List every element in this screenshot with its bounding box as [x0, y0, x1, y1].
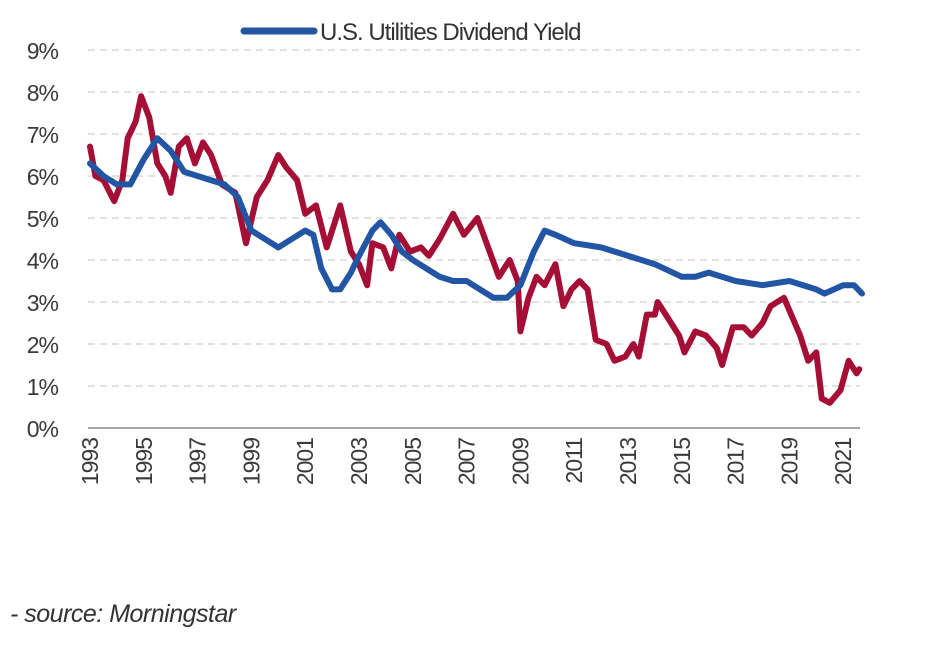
y-tick-label: 2%: [27, 332, 59, 358]
x-tick-label: 1997: [185, 438, 211, 485]
y-tick-label: 0%: [27, 416, 59, 442]
x-tick-label: 2019: [776, 438, 802, 485]
y-tick-label: 7%: [27, 122, 59, 148]
x-tick-label: 2013: [615, 438, 641, 485]
x-tick-label: 2007: [454, 438, 480, 485]
series-lines: [87, 93, 865, 406]
x-tick-label: 2015: [669, 438, 695, 485]
x-tick-label: 1995: [131, 438, 157, 485]
y-tick-label: 9%: [27, 38, 59, 64]
x-tick-label: 2005: [400, 438, 426, 485]
y-tick-label: 4%: [27, 248, 59, 274]
x-tick-label: 2011: [561, 438, 587, 484]
series-line-utilities-yield: [87, 135, 865, 301]
y-axis-ticks: 0% 1% 2% 3% 4% 5% 6% 7% 8% 9%: [27, 38, 60, 442]
y-tick-label: 3%: [27, 290, 59, 316]
series-line-comparison: [87, 93, 863, 406]
x-tick-label: 2017: [723, 438, 749, 485]
legend: U.S. Utilities Dividend Yield: [240, 19, 581, 46]
x-tick-label: 2003: [346, 438, 372, 485]
y-tick-label: 6%: [27, 164, 59, 190]
x-tick-label: 2001: [292, 438, 318, 485]
x-tick-label: 2021: [830, 438, 856, 485]
source-note: - source: Morningstar: [10, 600, 236, 628]
y-tick-label: 8%: [27, 80, 59, 106]
x-axis-ticks: 1993 1995 1997 1999 2001 2003 2005 2007 2009 2011…: [77, 438, 856, 485]
x-tick-label: 2009: [507, 438, 533, 485]
x-tick-label: 1999: [238, 438, 264, 485]
y-tick-label: 1%: [27, 374, 59, 400]
y-tick-label: 5%: [27, 206, 59, 232]
x-tick-label: 1993: [77, 438, 103, 485]
legend-label: U.S. Utilities Dividend Yield: [320, 19, 580, 46]
